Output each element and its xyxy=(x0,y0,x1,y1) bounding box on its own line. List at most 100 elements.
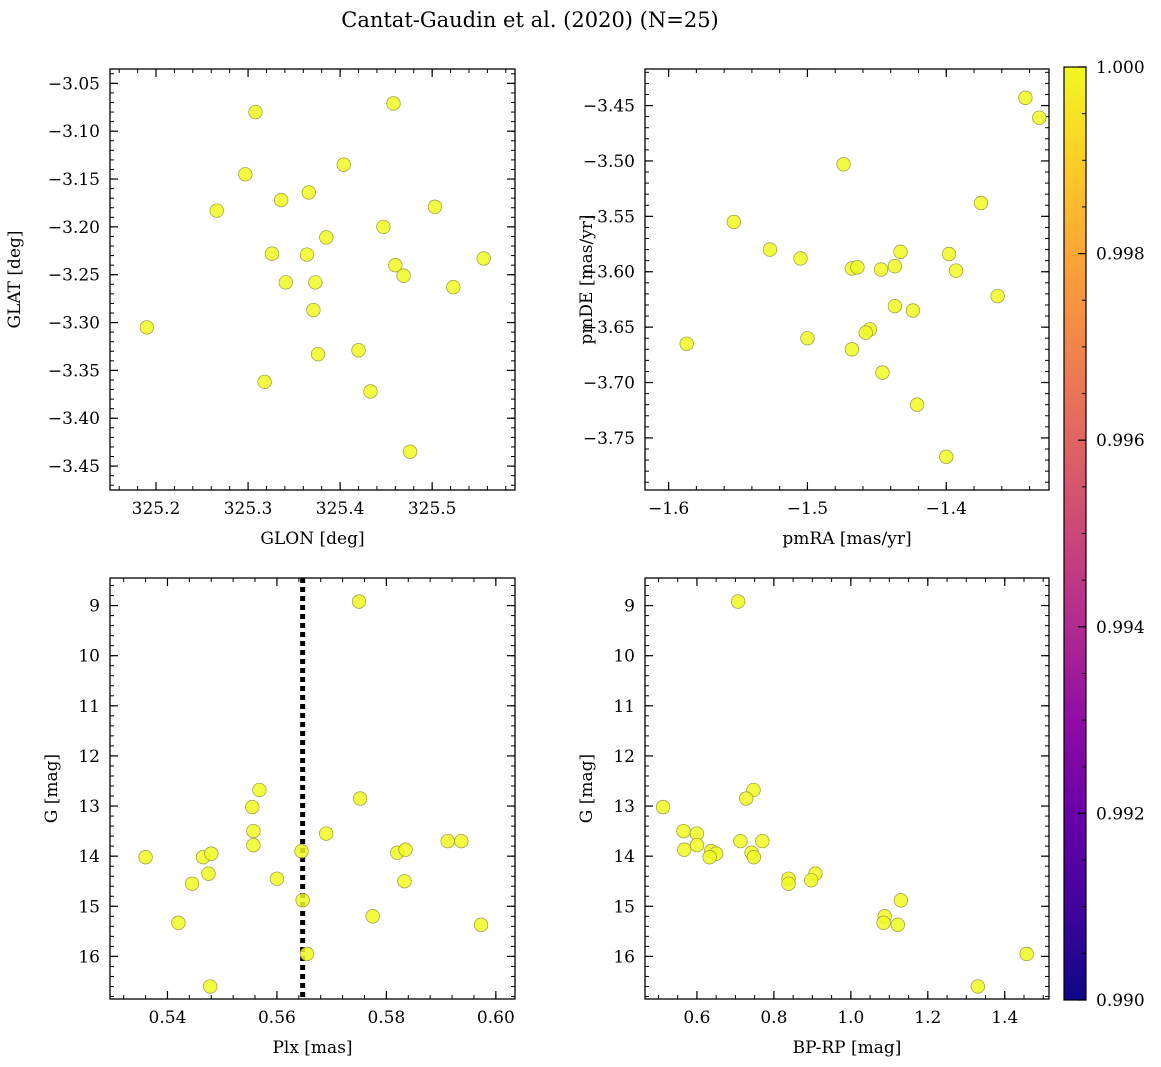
data-point xyxy=(702,850,717,865)
data-point xyxy=(844,342,860,357)
y-tick-label: 11 xyxy=(613,697,635,717)
y-tick-label: 12 xyxy=(613,747,635,767)
data-point xyxy=(363,384,378,399)
data-point xyxy=(352,791,368,806)
data-point xyxy=(319,230,334,245)
y-tick-label: −3.40 xyxy=(48,409,100,429)
y-tick-label: −3.50 xyxy=(583,152,635,172)
data-point xyxy=(299,247,315,262)
data-point xyxy=(299,946,315,962)
data-point xyxy=(473,917,489,932)
data-point xyxy=(306,302,321,318)
data-point xyxy=(793,251,808,266)
data-point xyxy=(203,979,218,994)
data-point xyxy=(850,260,865,275)
data-point xyxy=(476,251,491,266)
y-axis-label: G [mag] xyxy=(577,754,597,823)
data-point xyxy=(655,799,671,815)
data-point xyxy=(800,331,815,346)
x-axis-label: BP-RP [mag] xyxy=(793,1038,902,1058)
data-point xyxy=(1032,110,1047,125)
data-point xyxy=(365,909,380,924)
y-tick-label: 16 xyxy=(613,947,635,967)
data-point xyxy=(257,374,272,390)
colorbar-tick-label: 0.990 xyxy=(1096,991,1145,1011)
data-point xyxy=(858,325,873,340)
y-tick-label: 9 xyxy=(89,597,100,617)
data-point xyxy=(730,594,746,609)
data-point xyxy=(376,219,391,235)
x-tick-label: 1.2 xyxy=(914,1008,941,1028)
colorbar-tick-label: 1.000 xyxy=(1096,58,1145,78)
y-tick-label: 14 xyxy=(613,847,635,867)
panel-pm: −1.6 −1.5 −1.4 −3.75 −3.70 −3.65 −3.60 −3.55 −3.… xyxy=(577,68,1050,549)
data-point xyxy=(204,846,219,861)
y-tick-label: 16 xyxy=(78,947,100,967)
y-tick-label: 15 xyxy=(78,897,100,917)
data-point xyxy=(677,842,692,857)
data-point xyxy=(689,837,705,853)
y-tick-label: 10 xyxy=(78,647,100,667)
data-point xyxy=(973,195,989,211)
data-point xyxy=(336,157,351,172)
data-point xyxy=(939,449,954,464)
data-point xyxy=(739,791,754,806)
y-axis-label: GLAT [deg] xyxy=(5,230,25,328)
data-point xyxy=(887,298,903,314)
axes-frame xyxy=(109,68,516,491)
data-point xyxy=(746,850,762,865)
y-tick-label: −3.60 xyxy=(583,263,635,283)
y-tick-label: −3.15 xyxy=(48,170,100,190)
y-tick-label: 13 xyxy=(78,797,100,817)
y-tick-label: 14 xyxy=(78,847,100,867)
data-point xyxy=(876,915,891,930)
y-tick-label: 13 xyxy=(613,797,635,817)
data-point xyxy=(905,303,921,318)
y-tick-label: −3.25 xyxy=(48,266,100,286)
x-tick-label: 0.60 xyxy=(477,1008,515,1028)
data-point xyxy=(308,275,323,290)
data-point xyxy=(396,268,411,283)
x-tick-label: 325.3 xyxy=(224,499,273,519)
data-point xyxy=(398,842,413,857)
x-tick-label: −1.4 xyxy=(926,499,967,519)
data-point xyxy=(676,823,691,839)
data-point xyxy=(246,823,261,839)
data-point xyxy=(388,257,403,273)
y-tick-label: 9 xyxy=(624,597,635,617)
data-point xyxy=(238,167,253,182)
data-point xyxy=(890,917,905,932)
y-tick-label: −3.35 xyxy=(48,361,100,381)
data-point xyxy=(171,915,186,930)
data-point xyxy=(248,104,263,120)
data-point xyxy=(294,843,309,859)
data-point xyxy=(252,782,267,798)
colorbar-tick-label: 0.998 xyxy=(1096,245,1145,265)
colorbar-tick-label: 0.994 xyxy=(1096,618,1145,638)
data-point xyxy=(1019,946,1034,962)
data-point xyxy=(454,833,469,849)
data-point xyxy=(351,594,367,609)
data-point xyxy=(310,346,326,362)
data-point xyxy=(755,833,770,849)
data-point xyxy=(440,833,455,849)
x-tick-label: 0.56 xyxy=(258,1008,296,1028)
figure-title: Cantat-Gaudin et al. (2020) (N=25) xyxy=(341,8,719,32)
x-tick-label: 0.58 xyxy=(367,1008,405,1028)
x-tick-label: 325.5 xyxy=(408,499,457,519)
y-tick-label: −3.70 xyxy=(583,374,635,394)
data-point xyxy=(269,871,285,886)
data-point xyxy=(733,833,748,849)
data-point xyxy=(264,246,280,261)
axes-frame xyxy=(109,577,516,1000)
data-point xyxy=(679,336,694,351)
data-point xyxy=(762,242,778,257)
x-tick-label: −1.5 xyxy=(787,499,828,519)
data-point xyxy=(295,893,310,908)
data-point xyxy=(184,876,200,891)
y-tick-label: 11 xyxy=(78,697,100,717)
data-point xyxy=(209,203,224,218)
y-tick-label: 15 xyxy=(613,897,635,917)
y-tick-label: −3.55 xyxy=(583,207,635,227)
data-point xyxy=(446,280,461,295)
